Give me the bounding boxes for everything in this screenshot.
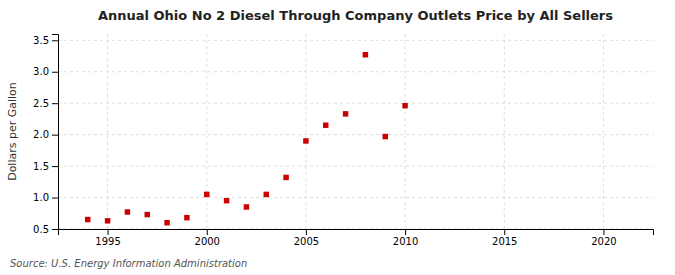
x-grid-line (603, 34, 604, 229)
x-tick: 1995 (95, 229, 120, 247)
x-grid-line (405, 34, 406, 229)
point (184, 215, 189, 220)
point (204, 192, 209, 197)
point (164, 220, 169, 225)
y-tick: 0.5 (33, 224, 58, 235)
point (323, 122, 328, 127)
y-tick-label: 3.0 (33, 66, 49, 77)
point (264, 192, 269, 197)
x-tick: 2020 (591, 229, 616, 247)
y-tick-mark (52, 72, 58, 73)
point (125, 209, 130, 214)
point (145, 212, 150, 217)
y-grid-line (58, 134, 653, 135)
y-tick-label: 0.5 (33, 224, 49, 235)
x-tick-label: 2020 (591, 236, 616, 247)
source-note: Source: U.S. Energy Information Administ… (10, 258, 247, 269)
y-grid-line (58, 166, 653, 167)
x-tick-mark (405, 229, 406, 235)
y-tick-label: 2.0 (33, 129, 49, 140)
title: Annual Ohio No 2 Diesel Through Company … (98, 8, 613, 23)
x-tick-label: 2005 (294, 236, 319, 247)
point (363, 52, 368, 57)
x-tick-mark (504, 229, 505, 235)
x-tick-label: 1995 (95, 236, 120, 247)
y-axis: 0.5 1.0 1.5 2.0 2.5 3.0 3.5 (33, 35, 58, 235)
x-tick-mark (207, 229, 208, 235)
plot-area: 1995 2000 2005 2010 2015 2020 0.5 1.0 1.5 2.0 2.5 3… (33, 34, 653, 247)
x-tick: 2015 (492, 229, 517, 247)
y-grid-line (58, 40, 653, 41)
x-tick-mark (108, 229, 109, 235)
point (244, 204, 249, 209)
y-tick: 3.5 (33, 35, 58, 46)
y-tick-mark (52, 198, 58, 199)
x-tick-mark (603, 229, 604, 235)
grid (58, 34, 653, 229)
y-tick: 3.0 (33, 66, 58, 77)
point (303, 138, 308, 143)
y-tick-mark (52, 229, 58, 230)
x-tick: 2010 (393, 229, 418, 247)
point (343, 111, 348, 116)
y-tick: 1.5 (33, 161, 58, 172)
x-tick: 2000 (195, 229, 220, 247)
x-grid-line (305, 34, 306, 229)
y-tick-mark (52, 135, 58, 136)
chart-container: 1995 2000 2005 2010 2015 2020 0.5 1.0 1.5 2.0 2.5 3… (0, 0, 675, 275)
y-tick-mark (52, 103, 58, 104)
y-tick-label: 3.5 (33, 35, 49, 46)
point (105, 218, 110, 223)
x-axis: 1995 2000 2005 2010 2015 2020 (59, 229, 654, 247)
x-tick: 2005 (294, 229, 319, 247)
x-grid-line (206, 34, 207, 229)
y-axis-title: Dollars per Gallon (6, 82, 19, 181)
y-tick-mark (52, 166, 58, 167)
y-tick: 2.0 (33, 129, 58, 140)
x-tick-label: 2000 (195, 236, 220, 247)
y-grid-line (58, 197, 653, 198)
x-tick-label: 2015 (492, 236, 517, 247)
x-tick-label: 2010 (393, 236, 418, 247)
y-tick: 1.0 (33, 192, 58, 203)
x-grid-line (107, 34, 108, 229)
point (85, 217, 90, 222)
chart: 1995 2000 2005 2010 2015 2020 0.5 1.0 1.5 2.0 2.5 3… (0, 0, 675, 275)
y-tick-mark (52, 40, 58, 41)
x-axis-line (59, 230, 654, 236)
point (224, 198, 229, 203)
x-grid-line (504, 34, 505, 229)
x-tick-mark (306, 229, 307, 235)
y-tick-label: 1.5 (33, 161, 49, 172)
y-tick-label: 2.5 (33, 98, 49, 109)
point (283, 175, 288, 180)
points (85, 52, 408, 225)
y-grid-line (58, 71, 653, 72)
y-tick-label: 1.0 (33, 192, 49, 203)
y-grid-line (58, 103, 653, 104)
y-axis-line (52, 35, 59, 230)
point (402, 103, 407, 108)
y-tick: 2.5 (33, 98, 58, 109)
point (383, 134, 388, 139)
